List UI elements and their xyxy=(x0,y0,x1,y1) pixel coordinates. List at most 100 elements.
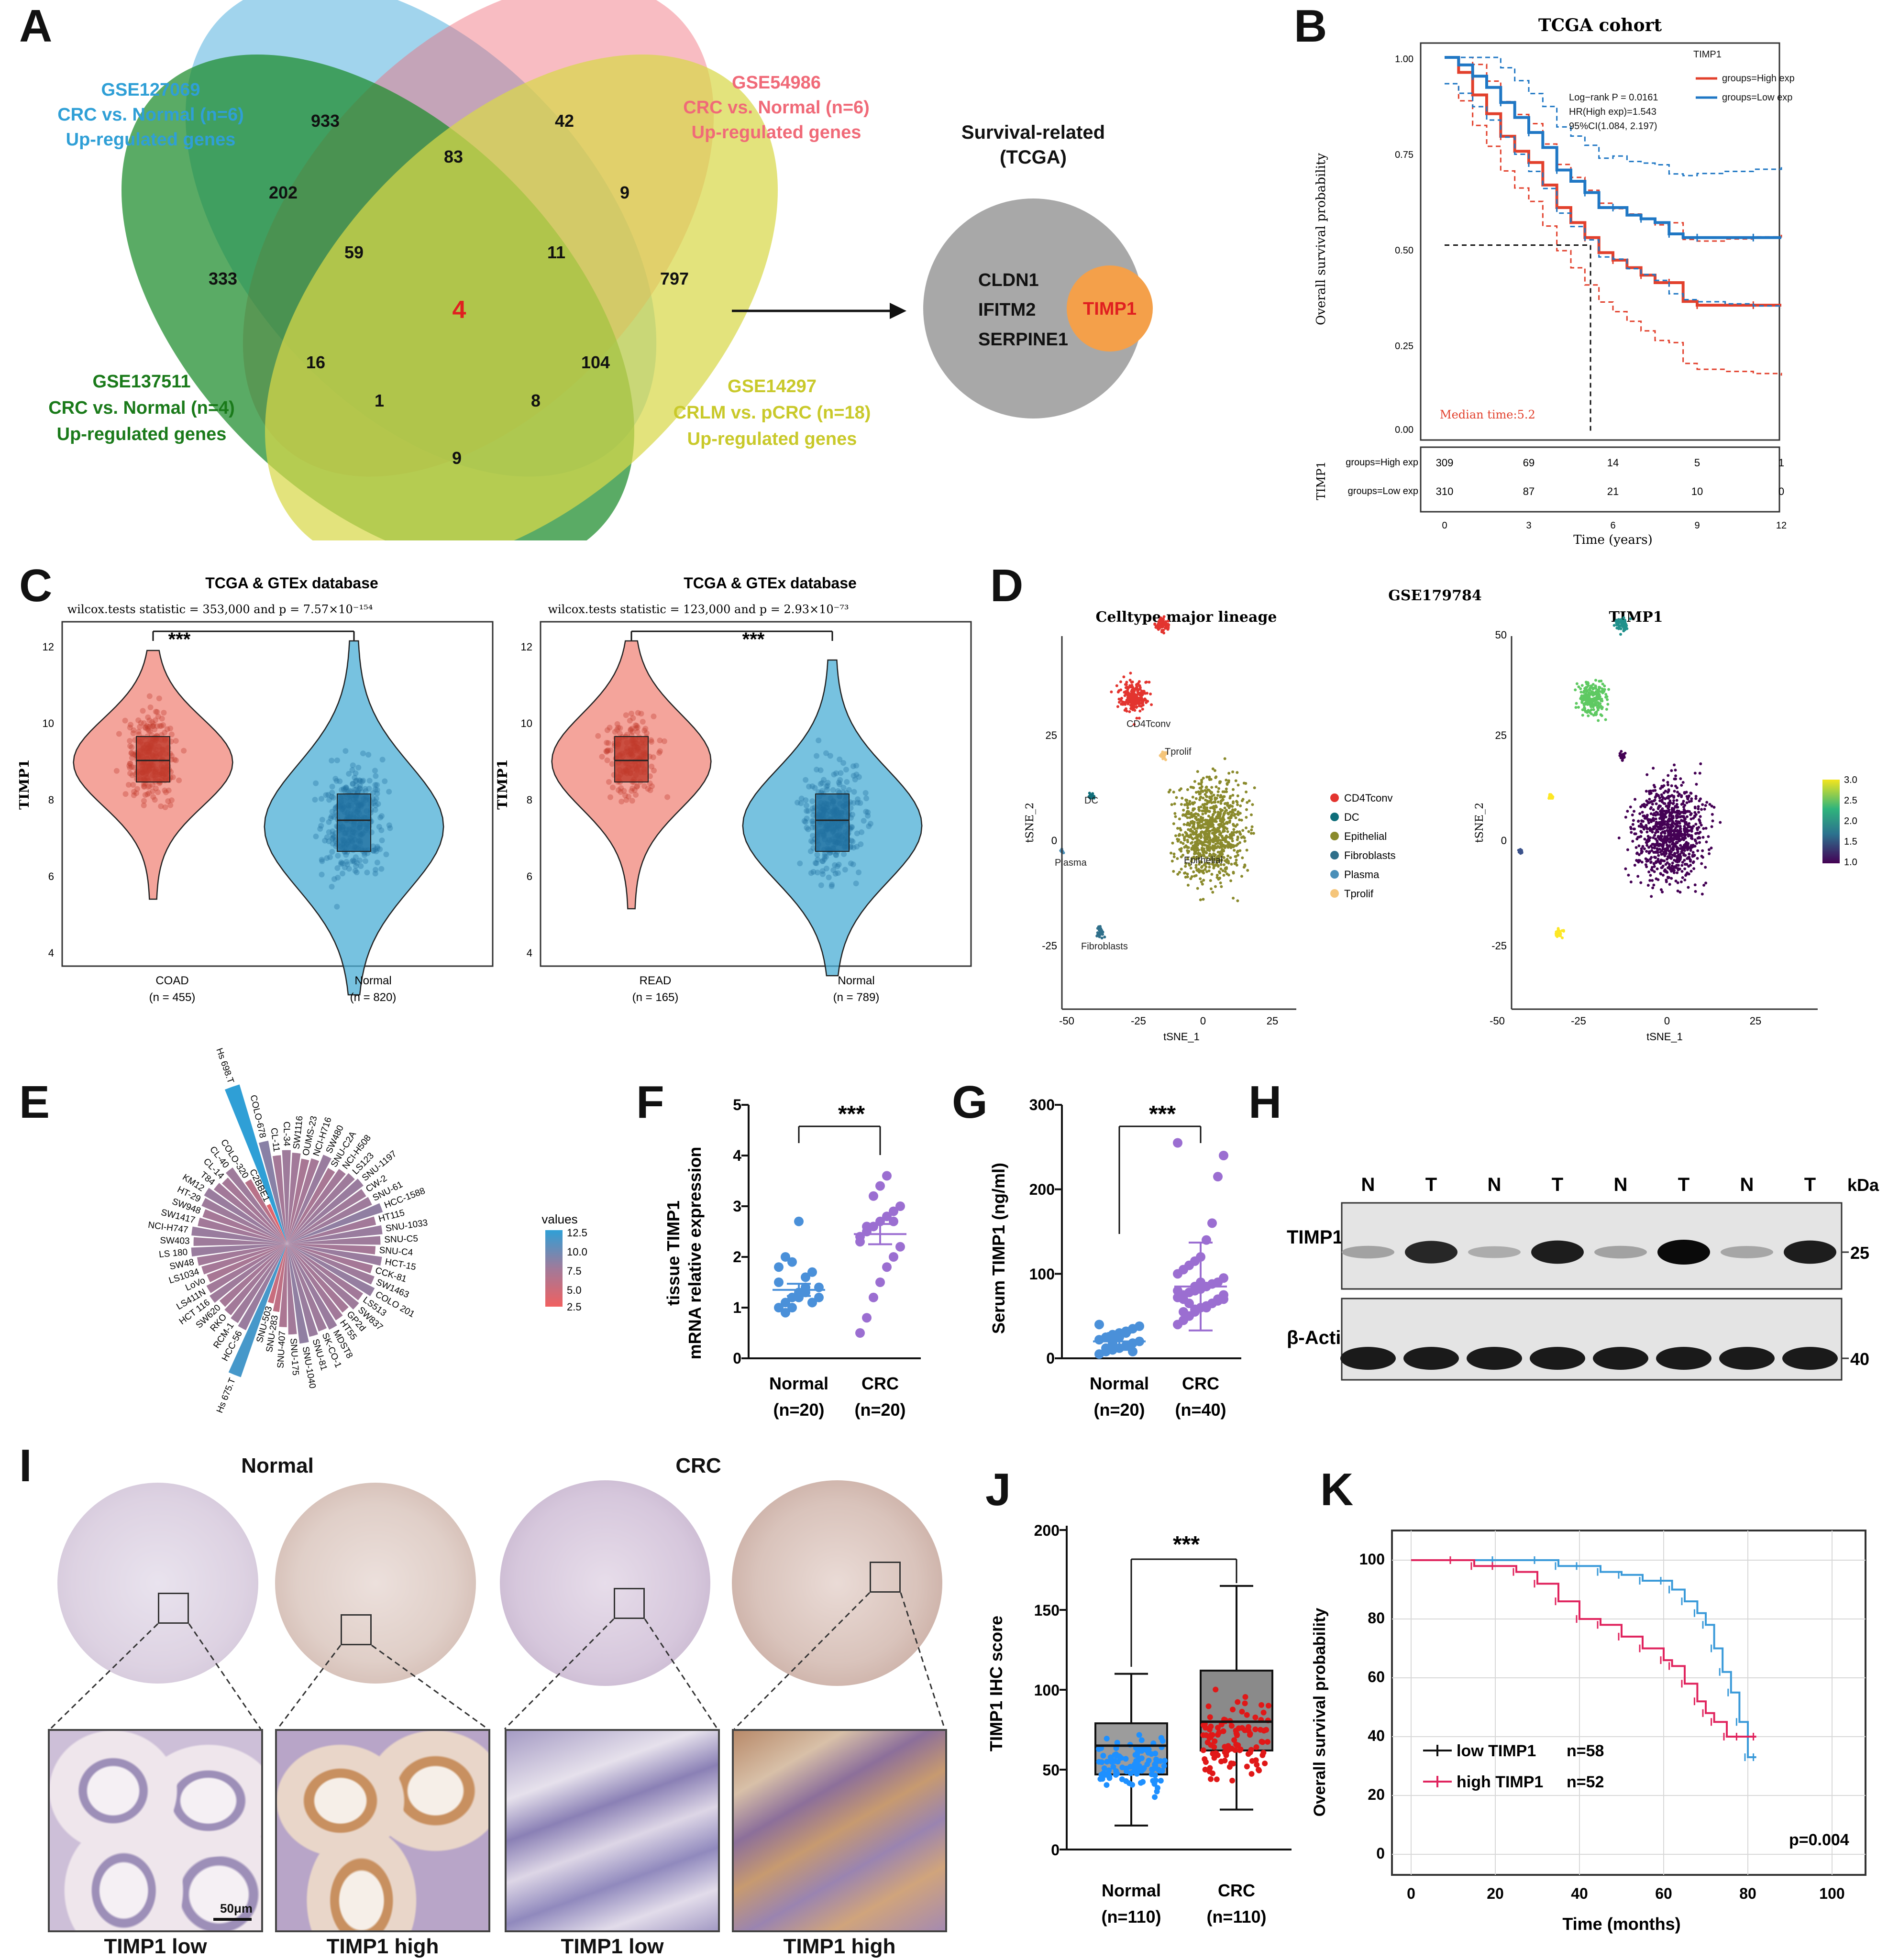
tsne-point xyxy=(1663,868,1667,871)
data-point xyxy=(341,785,347,792)
data-point xyxy=(819,868,826,874)
tsne-point xyxy=(1579,691,1583,694)
image-caption: TIMP1 low xyxy=(104,1935,207,1958)
data-point xyxy=(624,731,630,738)
tsne-point xyxy=(1649,874,1652,877)
tsne-point xyxy=(1212,861,1215,864)
group-n: (n = 165) xyxy=(632,991,679,1004)
tsne-point xyxy=(1680,811,1684,814)
tsne-point xyxy=(1206,799,1209,803)
data-point xyxy=(843,767,849,773)
tsne-point xyxy=(1205,822,1208,826)
data-point xyxy=(848,824,854,830)
data-point xyxy=(128,722,134,728)
data-point xyxy=(343,784,349,791)
data-point xyxy=(817,781,824,787)
tsne-point xyxy=(1668,814,1671,817)
tsne-point xyxy=(1221,809,1224,812)
data-point xyxy=(1229,1777,1236,1784)
tsne-point xyxy=(1179,841,1182,844)
tsne-point xyxy=(1158,627,1161,630)
tsne-point xyxy=(1219,863,1223,866)
data-point xyxy=(809,783,816,790)
tsne-point xyxy=(1673,854,1676,858)
data-point xyxy=(664,794,671,800)
tsne-point xyxy=(1238,830,1241,834)
data-point-crc xyxy=(1184,1299,1194,1309)
x-tick: 20 xyxy=(1487,1885,1504,1902)
data-point xyxy=(1252,1714,1259,1720)
tsne-point xyxy=(1211,824,1214,827)
y-axis-label: TIMP1 IHC score xyxy=(986,1616,1006,1751)
data-point xyxy=(328,815,334,821)
y-tick: 4 xyxy=(733,1147,741,1164)
data-point xyxy=(846,787,852,793)
tsne-point xyxy=(1631,839,1634,843)
tsne-point xyxy=(1710,825,1713,828)
data-point xyxy=(1263,1727,1269,1733)
cluster-label: DC xyxy=(1084,795,1098,806)
tsne-point xyxy=(1574,688,1577,692)
y-tick: 1 xyxy=(733,1299,741,1316)
tsne-point xyxy=(1588,699,1591,702)
tsne-point xyxy=(1127,698,1130,701)
tsne-point xyxy=(1678,825,1682,828)
tsne-point xyxy=(1170,851,1173,855)
data-point xyxy=(836,861,842,868)
tsne-point xyxy=(1234,855,1237,858)
tsne-point xyxy=(1226,821,1229,824)
data-point xyxy=(150,788,156,794)
data-point xyxy=(650,754,656,760)
zoom-guide-line xyxy=(49,1623,159,1730)
tsne-point xyxy=(1093,796,1096,800)
data-point xyxy=(1144,1746,1150,1752)
data-point xyxy=(378,813,385,819)
tsne-point xyxy=(1633,810,1636,813)
data-point xyxy=(1239,1725,1245,1731)
tsne-point xyxy=(1226,782,1229,785)
tsne-point xyxy=(1185,799,1188,802)
tsne-point xyxy=(1190,875,1193,878)
data-point xyxy=(136,731,142,738)
data-point xyxy=(171,757,177,763)
y-tick: 6 xyxy=(48,870,54,882)
tsne-point xyxy=(1604,718,1607,721)
data-point xyxy=(373,773,379,779)
data-point xyxy=(834,863,840,870)
data-point xyxy=(138,720,144,726)
tsne-point xyxy=(1164,626,1167,629)
tsne-point xyxy=(1626,810,1629,813)
set-label-line1: CRLM vs. pCRC (n=18) xyxy=(673,403,871,423)
tsne-point xyxy=(1598,693,1601,696)
tsne-point xyxy=(1699,815,1702,818)
group-label: CRC xyxy=(1182,1374,1219,1393)
tsne-point xyxy=(1626,848,1629,851)
tsne-point xyxy=(1700,862,1703,865)
tsne-point xyxy=(1670,784,1673,787)
tsne-point xyxy=(1656,825,1659,828)
data-point xyxy=(122,717,128,724)
data-point xyxy=(1123,1765,1129,1772)
tsne-point xyxy=(1601,683,1604,686)
tsne-point xyxy=(1231,839,1234,843)
data-point xyxy=(1114,1740,1120,1746)
data-point xyxy=(313,833,319,839)
tsne-point xyxy=(1591,683,1595,686)
zoom-guide-line xyxy=(644,1619,718,1729)
radial-bar xyxy=(287,1155,331,1244)
data-point xyxy=(1253,1757,1259,1763)
tsne-point xyxy=(1234,779,1237,782)
data-point xyxy=(140,708,146,714)
data-point xyxy=(1252,1726,1259,1732)
tsne-point xyxy=(1243,839,1247,843)
data-point xyxy=(353,786,359,793)
data-point-normal xyxy=(781,1298,790,1308)
data-point xyxy=(373,848,379,855)
data-point xyxy=(129,772,135,779)
data-point xyxy=(329,783,335,790)
data-point xyxy=(334,865,341,871)
data-point xyxy=(841,851,847,857)
y-tick: 200 xyxy=(1034,1522,1060,1539)
y-axis-label: Serum TIMP1 (ng/ml) xyxy=(989,1163,1008,1334)
data-point xyxy=(318,823,324,829)
